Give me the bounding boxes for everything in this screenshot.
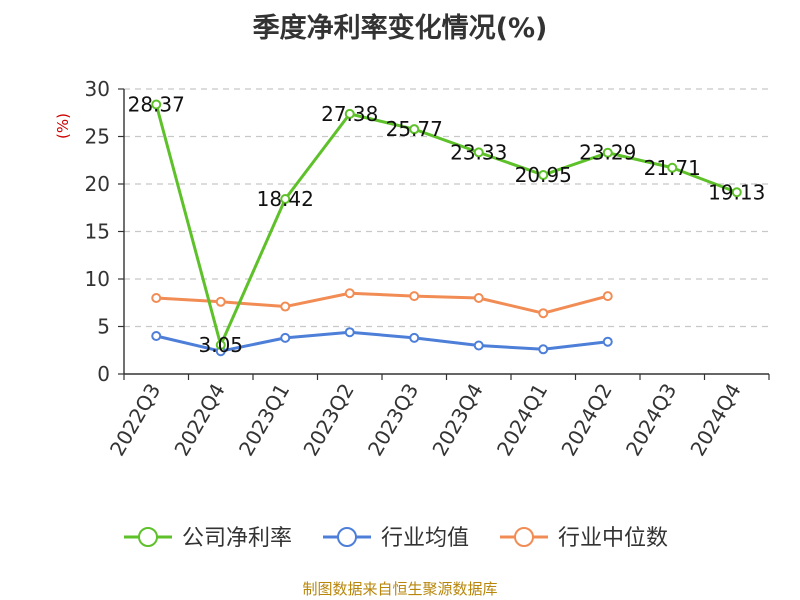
x-tick-label: 2022Q4 [169,379,229,460]
x-tick-label: 2023Q1 [234,379,294,460]
grid-lines [124,88,769,328]
data-point [151,331,162,341]
series-line [154,104,738,347]
x-tick-label: 2024Q1 [492,379,552,460]
data-point [280,194,291,205]
data-labels: 28.37 3.05 18.42 27.38 25.77 23.33 20.95 23.29 2… [128,92,766,357]
x-tick-label: 2024Q2 [556,379,616,460]
data-point [409,332,420,343]
data-point [344,108,355,119]
data-point [473,147,484,158]
y-tick-label: 20 [85,172,110,196]
legend-label: 公司净利率 [182,526,292,551]
data-point [538,169,549,180]
legend-item: 行业中位数 [500,526,668,551]
data-label: 3.05 [198,333,243,357]
legend: 公司净利率 行业均值 行业中位数 [124,526,668,551]
series-lines [151,99,742,357]
data-label: 19.13 [708,180,765,204]
series-line [156,291,609,315]
y-tick-label: 15 [85,220,110,244]
data-point [602,291,613,302]
data-point [280,332,291,343]
data-point [538,344,549,355]
data-point [215,340,226,351]
data-label: 23.33 [450,140,507,164]
y-tick-label: 10 [85,267,110,291]
legend-label: 行业中位数 [558,526,668,551]
data-point [215,296,226,307]
data-label: 28.37 [128,92,185,116]
x-tick-label: 2024Q3 [621,379,681,460]
chart-title: 季度净利率变化情况(%) [252,13,548,44]
data-point [280,301,291,312]
data-point [344,288,355,299]
x-tick-label: 2024Q4 [685,379,745,460]
data-point [602,147,613,158]
data-point [602,336,613,347]
legend-item: 行业均值 [323,526,469,551]
x-tick-label: 2023Q4 [427,379,487,460]
legend-marker [514,527,534,547]
data-point [473,340,484,351]
data-label: 20.95 [515,163,572,187]
x-tick-label: 2022Q3 [105,379,165,460]
data-label: 18.42 [257,187,314,211]
y-tick-label: 5 [97,315,110,339]
data-point [731,187,742,198]
y-tick-label: 30 [85,77,110,101]
data-point [667,162,678,173]
data-point [473,293,484,303]
data-point [409,291,420,302]
y-tick-label: 0 [97,362,110,386]
data-point [409,124,420,135]
data-point [151,293,162,303]
data-point [344,327,355,338]
data-label: 27.38 [321,102,378,126]
x-tick-label: 2023Q2 [298,379,358,460]
data-point [538,308,549,319]
data-label: 23.29 [579,141,636,165]
x-tick-label: 2023Q3 [363,379,423,460]
legend-label: 行业均值 [381,526,469,551]
y-tick-label: 25 [85,125,110,149]
legend-item: 公司净利率 [124,526,292,551]
legend-marker [337,527,357,547]
source-note: 制图数据来自恒生聚源数据库 [302,580,498,598]
data-label: 25.77 [386,117,443,141]
data-label: 21.71 [644,156,701,180]
series-line [155,330,608,353]
legend-marker [138,527,158,547]
data-point [151,99,162,110]
y-axis-title: (%) [54,113,72,139]
